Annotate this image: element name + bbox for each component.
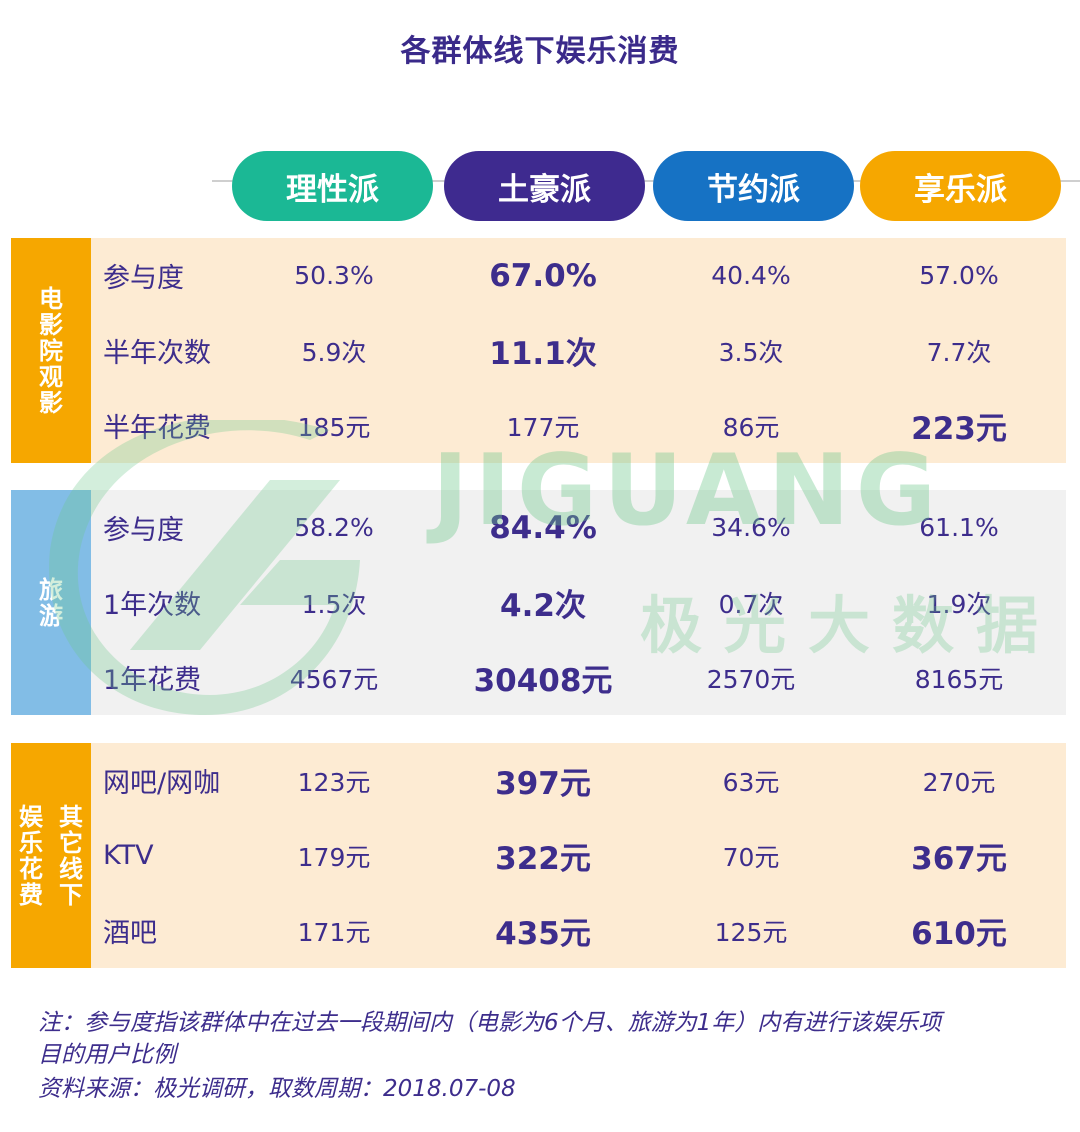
section-label-char: 其 bbox=[59, 802, 83, 831]
section-label-char: 线 bbox=[59, 854, 83, 883]
value-cell: 57.0% bbox=[919, 261, 999, 290]
value-cell: 70元 bbox=[722, 842, 780, 872]
row-label: KTV bbox=[103, 840, 154, 871]
value-cell: 86元 bbox=[722, 412, 780, 442]
value-cell: 397元 bbox=[495, 766, 591, 802]
table-row: 1年花费 4567元 30408元 2570元 8165元 bbox=[11, 640, 1066, 715]
section-label: 电影院观影 bbox=[11, 238, 91, 463]
value-cell: 11.1次 bbox=[489, 336, 597, 372]
section-label-char: 乐 bbox=[19, 828, 43, 857]
value-cell: 84.4% bbox=[489, 509, 597, 546]
value-cell: 8165元 bbox=[914, 664, 1004, 694]
section-label-char: 影 bbox=[39, 310, 63, 339]
table-row: 酒吧 171元 435元 125元 610元 bbox=[11, 893, 1066, 968]
section-label-char: 下 bbox=[59, 880, 83, 909]
table-row: 参与度 58.2% 84.4% 34.6% 61.1% bbox=[11, 490, 1066, 565]
section-label-column: 旅游 bbox=[11, 490, 91, 715]
value-cell: 223元 bbox=[911, 411, 1007, 447]
value-cell: 185元 bbox=[297, 412, 371, 442]
row-label: 网吧/网咖 bbox=[103, 768, 221, 799]
value-cell: 34.6% bbox=[711, 513, 791, 542]
section-label-char: 娱 bbox=[19, 802, 43, 831]
table-row: 网吧/网咖 123元 397元 63元 270元 bbox=[11, 743, 1066, 818]
section-label-char: 电 bbox=[39, 284, 63, 313]
group-pill-4: 享乐派 bbox=[860, 151, 1061, 221]
section-label-char: 院 bbox=[39, 336, 63, 365]
value-cell: 4567元 bbox=[289, 664, 379, 694]
section-label-char: 费 bbox=[19, 880, 43, 909]
row-label: 参与度 bbox=[103, 263, 184, 294]
section-label-char: 影 bbox=[39, 388, 63, 417]
value-cell: 2570元 bbox=[706, 664, 796, 694]
section-label-char: 观 bbox=[39, 362, 63, 391]
section-label-char: 旅 bbox=[39, 575, 63, 604]
section-label-char: 游 bbox=[39, 601, 63, 630]
value-cell: 610元 bbox=[911, 916, 1007, 952]
page-title: 各群体线下娱乐消费 bbox=[400, 34, 680, 69]
section-label-char: 花 bbox=[19, 854, 43, 883]
table-row: 参与度 50.3% 67.0% 40.4% 57.0% bbox=[11, 238, 1066, 313]
row-label: 1年花费 bbox=[103, 665, 202, 696]
group-pill-3: 节约派 bbox=[653, 151, 854, 221]
footnote-line-2: 目的用户比例 bbox=[38, 1042, 176, 1068]
section-band-3: 娱乐花费其它线下网吧/网咖 123元 397元 63元 270元 KTV 179元 322元 7… bbox=[11, 743, 1066, 968]
section-label-column: 娱乐花费 bbox=[11, 743, 51, 968]
value-cell: 270元 bbox=[922, 767, 996, 797]
value-cell: 3.5次 bbox=[718, 337, 784, 367]
value-cell: 1.9次 bbox=[926, 589, 992, 619]
group-pill-1: 理性派 bbox=[232, 151, 433, 221]
value-cell: 322元 bbox=[495, 841, 591, 877]
value-cell: 179元 bbox=[297, 842, 371, 872]
row-label: 半年花费 bbox=[103, 413, 211, 444]
value-cell: 5.9次 bbox=[301, 337, 367, 367]
value-cell: 171元 bbox=[297, 917, 371, 947]
value-cell: 40.4% bbox=[711, 261, 791, 290]
footnote-line-1: 注：参与度指该群体中在过去一段期间内（电影为6个月、旅游为1年）内有进行该娱乐项 bbox=[38, 1010, 942, 1036]
table-row: 1年次数 1.5次 4.2次 0.7次 1.9次 bbox=[11, 565, 1066, 640]
value-cell: 7.7次 bbox=[926, 337, 992, 367]
value-cell: 125元 bbox=[714, 917, 788, 947]
table-row: 半年次数 5.9次 11.1次 3.5次 7.7次 bbox=[11, 313, 1066, 388]
row-label: 酒吧 bbox=[103, 918, 157, 949]
row-label: 半年次数 bbox=[103, 338, 211, 369]
section-band-1: 电影院观影参与度 50.3% 67.0% 40.4% 57.0% 半年次数 5.9次 11.1… bbox=[11, 238, 1066, 463]
section-band-2: 旅游参与度 58.2% 84.4% 34.6% 61.1% 1年次数 1.5次 4.2次 0.7… bbox=[11, 490, 1066, 715]
source-note: 资料来源：极光调研，取数周期：2018.07-08 bbox=[38, 1076, 516, 1102]
group-pill-2: 土豪派 bbox=[444, 151, 645, 221]
value-cell: 4.2次 bbox=[500, 588, 586, 624]
value-cell: 0.7次 bbox=[718, 589, 784, 619]
value-cell: 63元 bbox=[722, 767, 780, 797]
value-cell: 367元 bbox=[911, 841, 1007, 877]
section-label: 娱乐花费其它线下 bbox=[11, 743, 91, 968]
value-cell: 435元 bbox=[495, 916, 591, 952]
table-row: KTV 179元 322元 70元 367元 bbox=[11, 818, 1066, 893]
row-label: 参与度 bbox=[103, 515, 184, 546]
value-cell: 30408元 bbox=[473, 663, 613, 699]
value-cell: 61.1% bbox=[919, 513, 999, 542]
section-label-char: 它 bbox=[59, 828, 83, 857]
value-cell: 58.2% bbox=[294, 513, 374, 542]
value-cell: 177元 bbox=[506, 412, 580, 442]
section-label-column: 电影院观影 bbox=[11, 238, 91, 463]
section-label-column: 其它线下 bbox=[51, 743, 91, 968]
header-divider bbox=[212, 180, 1080, 182]
value-cell: 67.0% bbox=[489, 257, 597, 294]
row-label: 1年次数 bbox=[103, 590, 202, 621]
section-label: 旅游 bbox=[11, 490, 91, 715]
value-cell: 1.5次 bbox=[301, 589, 367, 619]
value-cell: 123元 bbox=[297, 767, 371, 797]
table-row: 半年花费 185元 177元 86元 223元 bbox=[11, 388, 1066, 463]
value-cell: 50.3% bbox=[294, 261, 374, 290]
